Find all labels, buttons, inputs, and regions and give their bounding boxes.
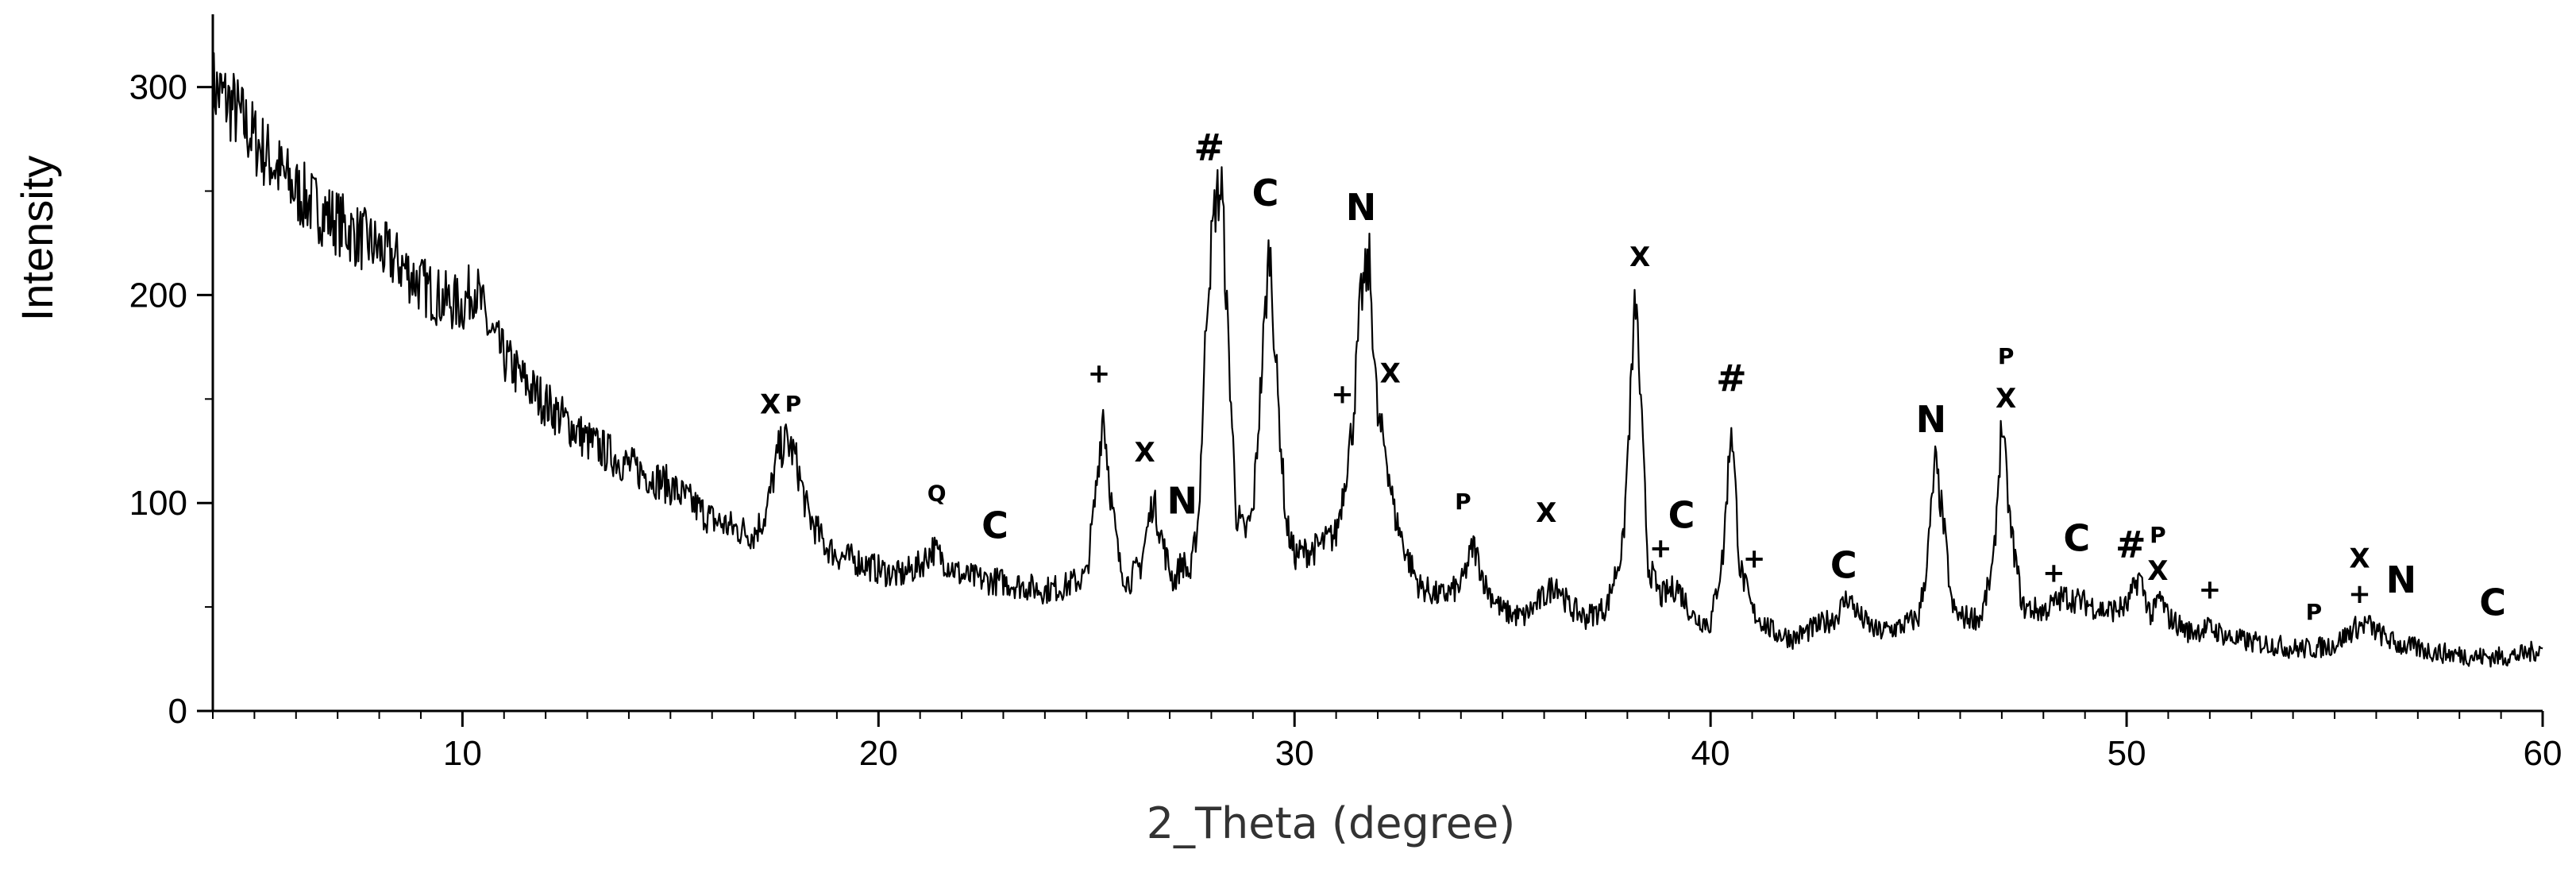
peak-label: C bbox=[1252, 172, 1279, 214]
peak-label: C bbox=[2479, 581, 2506, 624]
peak-label: C bbox=[1830, 543, 1857, 586]
x-axis-title: 2_Theta (degree) bbox=[1147, 798, 1516, 848]
xrd-pattern-line bbox=[211, 52, 2543, 668]
peak-label: + bbox=[2199, 574, 2222, 606]
peak-label: # bbox=[2115, 523, 2146, 566]
peak-label: X bbox=[2349, 543, 2370, 574]
y-tick-label: 100 bbox=[129, 484, 187, 523]
peak-label: C bbox=[981, 504, 1008, 547]
peak-label: + bbox=[2042, 558, 2065, 589]
peak-label: X bbox=[1134, 437, 1155, 469]
peak-label: N bbox=[1916, 398, 1947, 441]
peak-label: X bbox=[760, 389, 781, 421]
peak-label: Q bbox=[927, 481, 947, 507]
peak-label: N bbox=[1167, 479, 1198, 522]
peak-label: P bbox=[2306, 599, 2323, 625]
peak-label: N bbox=[1346, 186, 1377, 229]
peak-label: + bbox=[1743, 543, 1766, 574]
peak-label: X bbox=[1380, 357, 1401, 389]
x-tick-label: 10 bbox=[443, 734, 482, 773]
x-tick-label: 50 bbox=[2107, 734, 2146, 773]
y-tick-label: 300 bbox=[129, 68, 187, 107]
series-layer bbox=[211, 52, 2543, 668]
peak-label: + bbox=[1088, 357, 1111, 389]
peak-label: + bbox=[2348, 578, 2371, 610]
peak-label: C bbox=[2063, 516, 2090, 559]
peak-label: X bbox=[1996, 383, 2016, 415]
x-tick-label: 30 bbox=[1275, 734, 1314, 773]
peak-label: P bbox=[2150, 522, 2166, 548]
axes: 10 20 30 40 50 60 0 100 200 300 bbox=[129, 14, 2563, 773]
y-tick-label: 0 bbox=[168, 692, 187, 731]
peak-label: X bbox=[2147, 555, 2168, 587]
peak-label: # bbox=[1194, 126, 1225, 168]
peak-label: N bbox=[2386, 558, 2417, 601]
peak-label: P bbox=[1455, 489, 1471, 515]
peak-label: X bbox=[1536, 497, 1556, 529]
peak-label: # bbox=[1716, 357, 1747, 400]
peak-label: + bbox=[1649, 532, 1672, 564]
x-tick-label: 20 bbox=[859, 734, 898, 773]
y-tick-label: 200 bbox=[129, 276, 187, 315]
peak-label: + bbox=[1331, 379, 1354, 411]
peak-label: X bbox=[1629, 241, 1650, 273]
peak-label: P bbox=[1998, 343, 2015, 369]
x-tick-label: 60 bbox=[2524, 734, 2563, 773]
y-axis-title: Intensity bbox=[12, 156, 62, 322]
peak-label: C bbox=[1668, 494, 1695, 537]
x-tick-label: 40 bbox=[1691, 734, 1730, 773]
peak-label: P bbox=[785, 391, 802, 417]
